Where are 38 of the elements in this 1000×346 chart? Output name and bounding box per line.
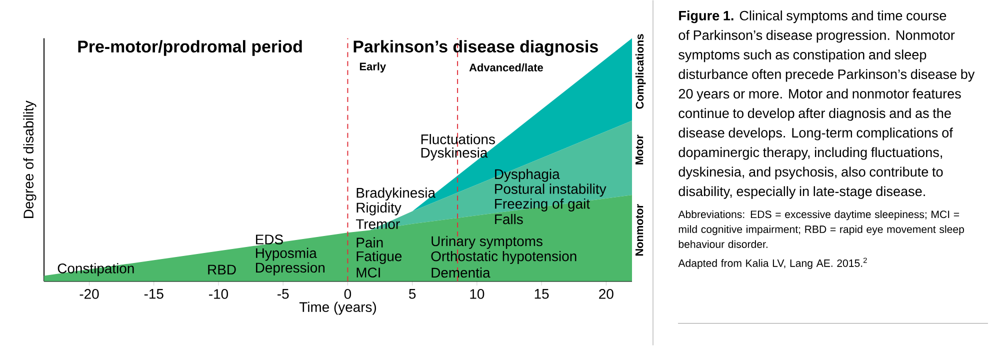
annotation: Depression [256, 262, 324, 276]
annotation: Rigidity [356, 202, 402, 216]
x-tick-label: 20 [599, 289, 614, 300]
annotation: Pain [356, 237, 383, 248]
annotation: Hyposmia [256, 248, 317, 262]
annotation: Dysphagia [495, 169, 560, 182]
text: Motor [636, 134, 644, 165]
annotation: RBD [208, 265, 236, 275]
x-tick-label: -5 [278, 289, 289, 299]
annotation: Fatigue [356, 251, 402, 264]
text: Nonmotor [636, 204, 644, 256]
annotation: Dementia [432, 268, 490, 278]
text: Figure 1. Clinical symptoms and time course of Parkinson’s disease progression. Nonmotor symptoms such as constipation and sleep disturbance often precede Parkinson’s disease by 20 years or more. Motor and nonmotor features continue to develop after diagnosis and as the disease develops. Long-term complications of dopaminergic therapy, including fluctuations, dyskinesia, and psychosis, also contribute to disability, especially in late-stage disease. [678, 10, 975, 200]
annotation: Fluctuations [421, 134, 495, 144]
x-axis-title: Time (years) [299, 302, 376, 315]
y-axis-title: Degree of disability [23, 100, 36, 218]
text: Abbreviations: EDS = excessive daytime sleepiness; MCI = mild cognitive impairment; RBD = rapid eye movement sleep behaviour disorder. [678, 210, 964, 248]
ref-line-label: Advanced/late [469, 64, 543, 72]
x-tick-label: -10 [209, 289, 228, 300]
annotation: Orthostatic hypotension [431, 251, 576, 264]
x-tick-label: 10 [470, 289, 484, 300]
x-tick-label: -20 [80, 289, 99, 300]
annotation: Bradykinesia [356, 188, 436, 201]
annotation: MCI [356, 268, 380, 278]
annotation: Urinary symptoms [432, 236, 542, 250]
x-tick-label: 15 [534, 289, 549, 299]
x-tick-label: 0 [344, 289, 352, 300]
annotation: Postural instability [495, 184, 606, 197]
x-tick-label: 5 [409, 289, 416, 299]
ref-line-label: Early [360, 62, 386, 73]
annotation: Pre-motor/prodromal period [78, 40, 302, 56]
x-tick-label: -15 [144, 289, 164, 299]
annotation: Falls [495, 214, 523, 224]
annotation: Freezing of gait [495, 198, 590, 212]
annotation: EDS [256, 234, 283, 245]
annotation: Parkinson’s disease diagnosis [354, 40, 598, 56]
text: Adapted from Kalia LV, Lang AE. 2015.$^{2}$ [678, 258, 867, 270]
text: Complications [636, 34, 646, 109]
